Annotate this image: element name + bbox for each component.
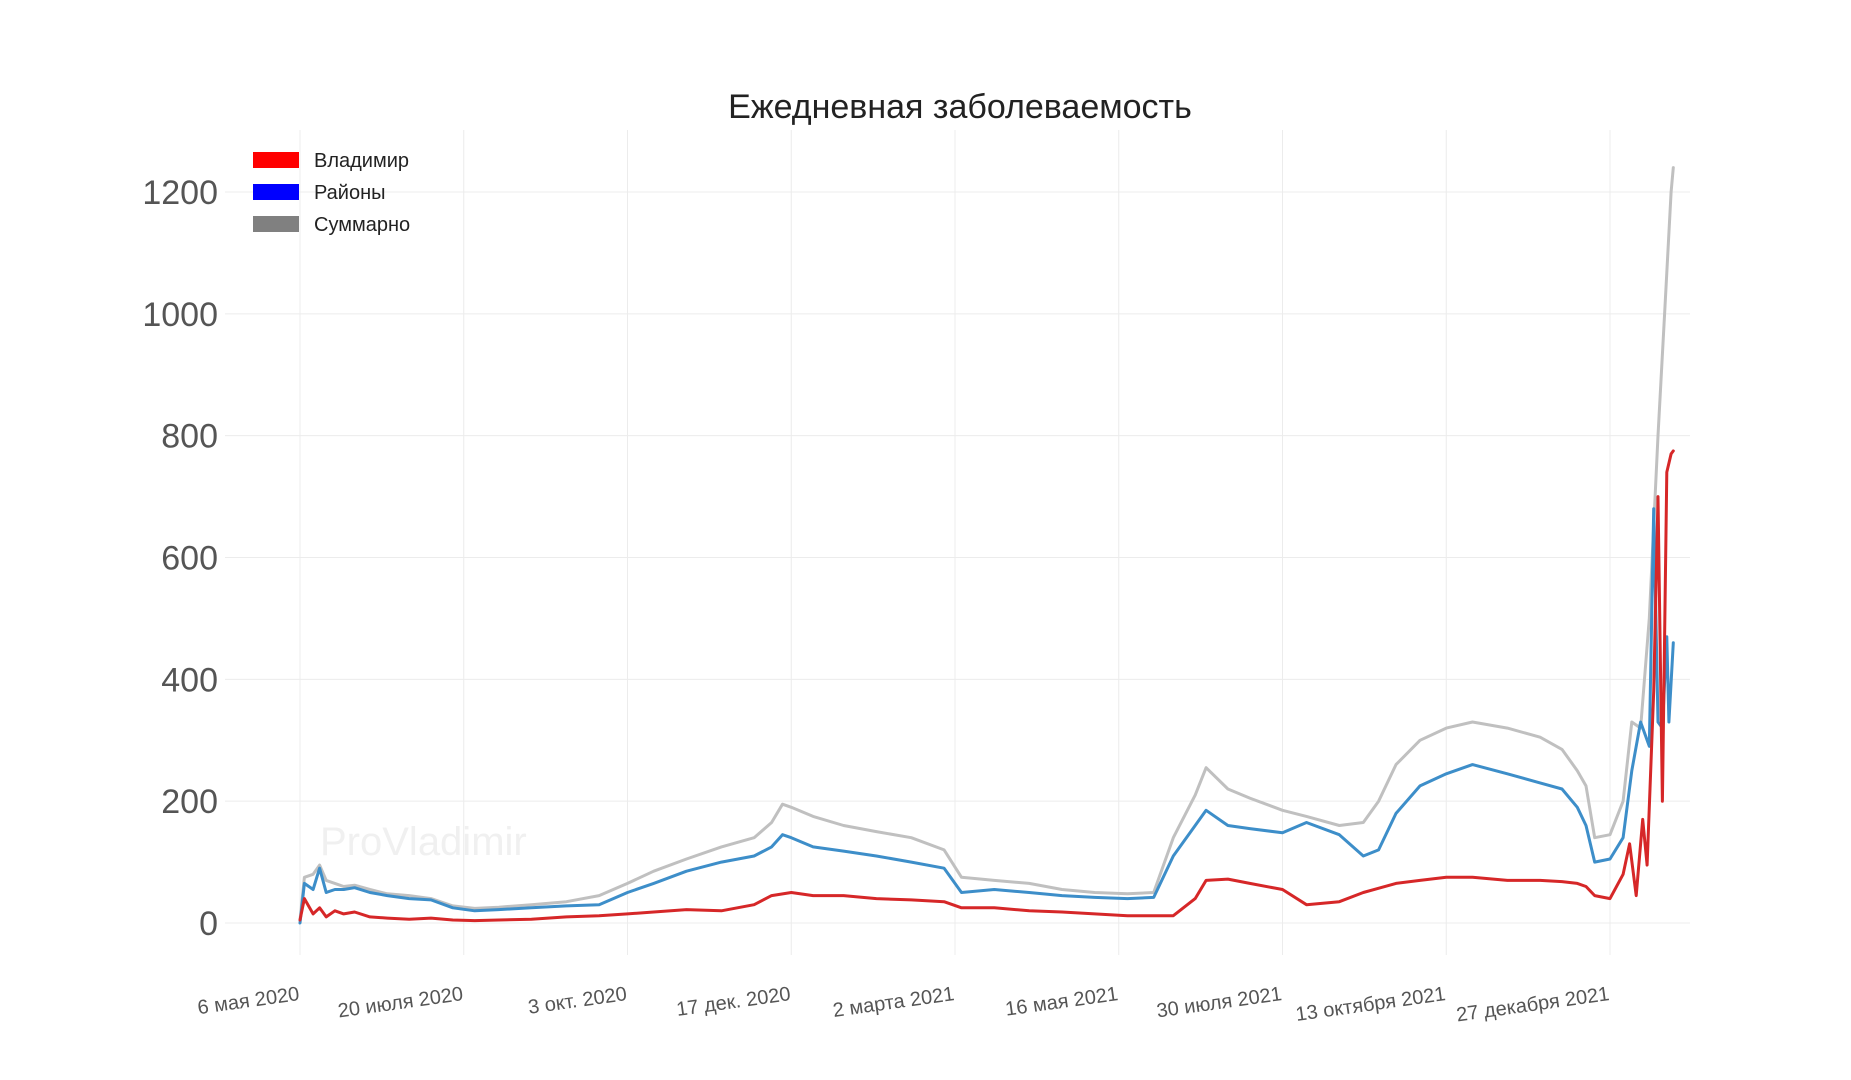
legend-label: Владимир [314,150,409,172]
x-tick-label: 30 июля 2021 [1155,983,1283,1022]
series-line [298,449,1675,923]
x-tick-label: 16 мая 2021 [1004,983,1120,1021]
y-tick-label: 800 [161,418,218,456]
series-line [298,507,1675,925]
watermark-text: ProVladimir [320,820,527,864]
grid [225,130,1690,955]
y-tick-label: 1200 [142,174,218,212]
y-tick-label: 200 [161,783,218,821]
x-axis-ticks: 6 мая 2020 20 июля 2020 3 окт. 2020 17 дек.… [196,983,1611,1026]
legend-swatch [253,152,299,168]
y-tick-label: 400 [161,661,218,699]
legend: Владимир Районы Суммарно [253,150,410,236]
legend-swatch [253,216,299,232]
y-tick-label: 600 [161,540,218,578]
y-tick-label: 0 [199,905,218,943]
series-line [298,166,1675,922]
x-tick-label: 2 марта 2021 [831,983,955,1022]
y-tick-label: 1000 [142,296,218,334]
x-tick-label: 6 мая 2020 [196,983,301,1019]
y-axis-ticks: 0 200 400 600 800 1000 1200 [142,174,218,943]
x-tick-label: 27 декабря 2021 [1455,983,1611,1026]
legend-swatch [253,184,299,200]
x-tick-label: 17 дек. 2020 [675,983,792,1021]
series-lines [298,166,1675,925]
legend-label: Суммарно [314,214,410,236]
chart-title: Ежедневная заболеваемость [728,88,1192,126]
legend-label: Районы [314,182,386,204]
x-tick-label: 3 окт. 2020 [527,983,628,1019]
x-tick-label: 20 июля 2020 [337,983,465,1022]
x-tick-label: 13 октября 2021 [1294,983,1447,1026]
